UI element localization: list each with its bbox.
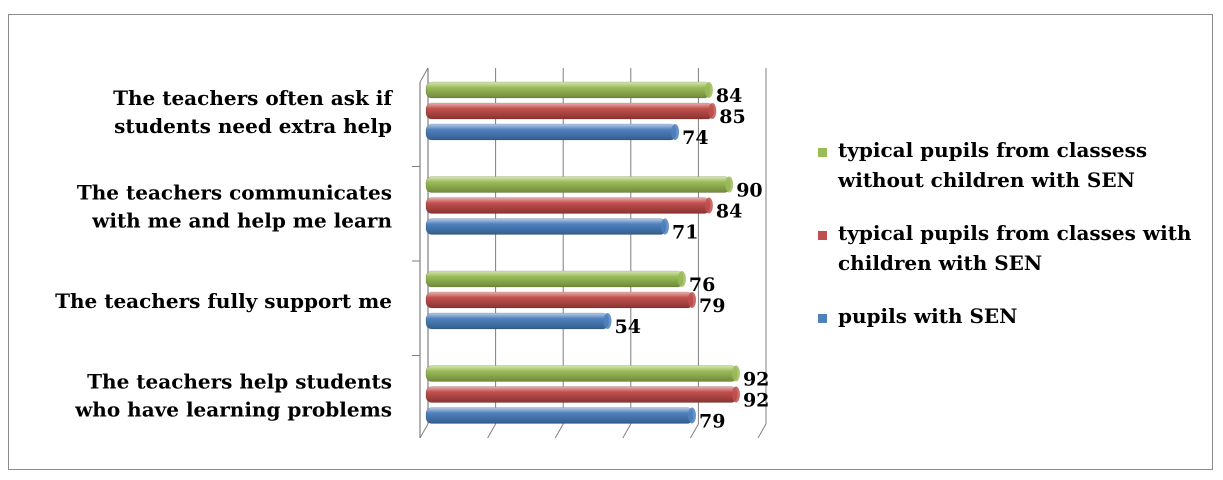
gridline-floor (622, 423, 632, 439)
legend-label: children with SEN (838, 251, 1042, 275)
legend: typical pupils from classess without chil… (818, 138, 1192, 328)
bar (425, 218, 667, 235)
bar-cap (704, 82, 713, 98)
category-label: The teachers help students (87, 370, 392, 394)
value-label: 76 (689, 274, 715, 296)
bar (425, 407, 694, 424)
value-label: 90 (736, 180, 762, 202)
value-label: 84 (716, 201, 742, 223)
value-label: 79 (699, 295, 725, 317)
bar (425, 386, 738, 403)
bar (425, 176, 731, 193)
category-label: students need extra help (114, 114, 392, 138)
bar-cap (731, 365, 740, 382)
bar (425, 81, 711, 99)
bar-cap (603, 313, 612, 329)
value-label: 92 (743, 390, 769, 412)
legend-label: without children with SEN (837, 168, 1135, 192)
category-label: The teachers often ask if (113, 86, 393, 110)
legend-label: typical pupils from classes with (838, 221, 1192, 245)
category-labels: The teachers often ask if students need e… (55, 86, 393, 422)
bar (425, 102, 714, 120)
bars (425, 81, 740, 424)
category-label: The teachers fully support me (55, 289, 392, 313)
bar (425, 270, 684, 288)
value-label: 74 (682, 127, 708, 149)
bar-cap (671, 124, 680, 140)
value-label: 92 (743, 369, 769, 391)
value-label: 79 (699, 411, 725, 433)
bar-cap (725, 176, 734, 193)
bar-cap (688, 407, 697, 424)
bar-cap (731, 386, 740, 403)
category-label: The teachers communicates (77, 181, 392, 205)
legend-label: typical pupils from classess (838, 138, 1147, 162)
bar-cap (708, 103, 717, 119)
gridline-floor (757, 423, 767, 439)
legend-swatch (818, 314, 827, 323)
bar (425, 123, 677, 141)
bar-cap (677, 271, 686, 287)
gridline-floor (689, 423, 699, 439)
y-axis-top (419, 67, 429, 83)
value-label: 54 (615, 316, 641, 338)
category-label: who have learning problems (74, 398, 392, 422)
legend-label: pupils with SEN (838, 304, 1017, 328)
gridlines (412, 67, 767, 439)
bar (425, 365, 738, 382)
bar-cap (660, 218, 669, 235)
value-label: 84 (716, 85, 742, 107)
legend-swatch (818, 148, 827, 157)
bar (425, 197, 711, 214)
value-label: 85 (719, 106, 745, 128)
gridline-floor (487, 423, 497, 439)
gridline-floor (554, 423, 564, 439)
bar-cap (688, 292, 697, 308)
gridline-floor (419, 423, 429, 439)
category-label: with me and help me learn (91, 209, 392, 233)
legend-swatch (818, 231, 827, 240)
value-label: 71 (672, 222, 698, 244)
bar (425, 312, 609, 330)
bar (425, 291, 694, 309)
bar-cap (704, 197, 713, 214)
